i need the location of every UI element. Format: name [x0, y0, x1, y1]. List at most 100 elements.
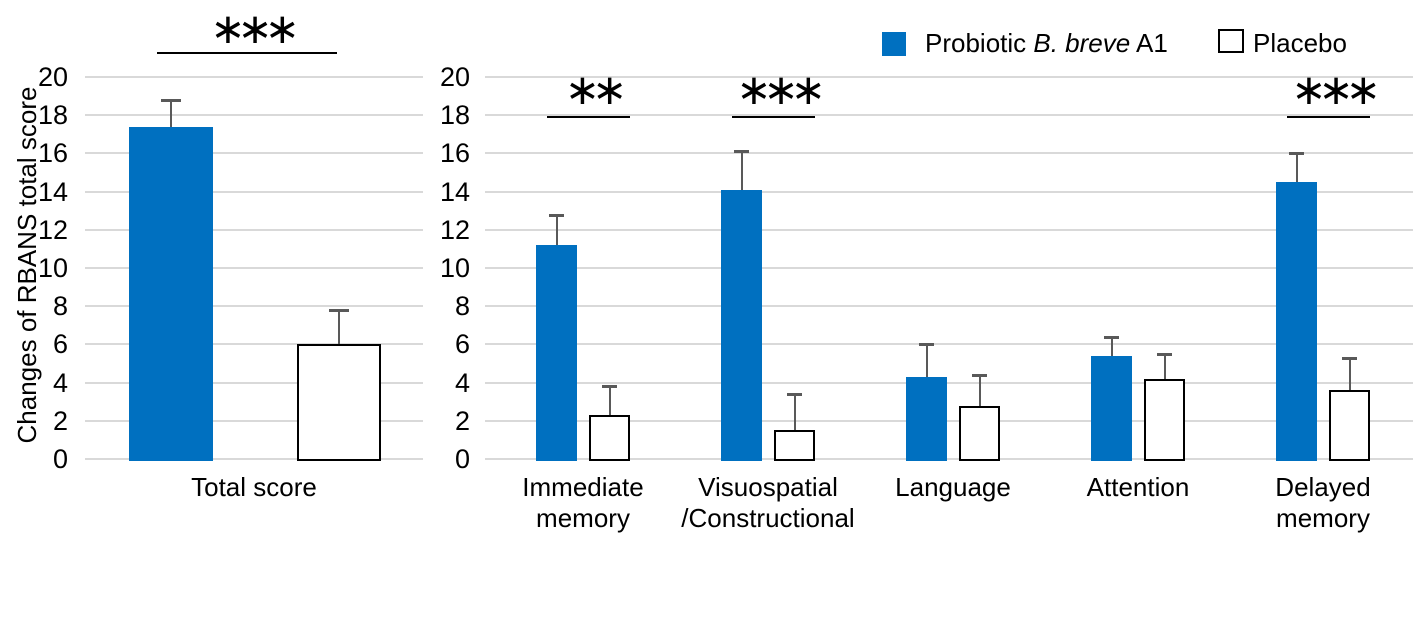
y-tick-label: 6 — [52, 329, 68, 360]
error-bar-cap — [919, 343, 934, 347]
y-tick-label: 18 — [439, 100, 470, 131]
x-category-label-line: Language — [895, 472, 1011, 502]
y-tick-label: 8 — [52, 291, 68, 322]
gridline — [485, 76, 1413, 78]
gridline — [85, 114, 423, 117]
bar-probiotic-visuospatial-constructional — [721, 189, 762, 461]
bar-probiotic-total-score — [129, 126, 213, 461]
gridline — [85, 228, 423, 231]
y-tick-label: 2 — [52, 405, 68, 436]
gridline — [485, 419, 1413, 422]
x-category-label-line: memory — [536, 503, 630, 533]
gridline — [485, 114, 1413, 117]
gridline — [485, 343, 1413, 346]
error-bar-cap — [549, 213, 564, 217]
significance-stars: ∗∗∗ — [736, 64, 826, 114]
error-bar-stem — [1348, 357, 1351, 391]
gridline — [485, 381, 1413, 384]
y-tick-label: 14 — [37, 176, 68, 207]
legend-swatch-placebo — [1218, 29, 1244, 53]
y-tick-label: 0 — [454, 444, 470, 474]
x-category-label-line: Delayed — [1275, 472, 1371, 502]
y-tick-label: 20 — [37, 62, 68, 92]
y-tick-label: 2 — [454, 405, 470, 436]
x-category-label-line: Immediate — [522, 472, 644, 502]
gridline — [85, 76, 423, 78]
y-tick-label: 18 — [37, 100, 68, 131]
bar-placebo-attention — [1144, 378, 1185, 461]
chart-legend: Probiotic B. breve A1 Placebo — [0, 0, 1425, 60]
error-bar-stem — [338, 310, 340, 345]
gridline — [85, 305, 423, 308]
gridline — [85, 419, 423, 422]
x-category-label: Delayed memory — [1213, 472, 1425, 534]
legend-label-probiotic-strain: B. breve — [1033, 28, 1131, 58]
error-bar-stem — [608, 386, 611, 416]
y-tick-label: 8 — [454, 291, 470, 322]
gridline — [485, 458, 1413, 460]
x-category-label-line: Total score — [191, 472, 317, 502]
gridline — [485, 152, 1413, 155]
error-bar-stem — [978, 374, 981, 406]
y-tick-label: 16 — [37, 138, 68, 169]
error-bar-cap — [1342, 356, 1357, 360]
significance-line — [731, 116, 815, 118]
error-bar-stem — [925, 344, 928, 377]
significance-stars: ∗∗ — [564, 64, 627, 114]
x-category-label: Total score — [144, 472, 364, 503]
bar-probiotic-delayed-memory — [1276, 182, 1317, 461]
gridline — [85, 381, 423, 384]
y-tick-label: 10 — [37, 253, 68, 283]
legend-label-placebo: Placebo — [1253, 28, 1347, 58]
bar-placebo-immediate-memory — [589, 415, 630, 461]
error-bar-cap — [1289, 152, 1304, 156]
bar-probiotic-attention — [1091, 355, 1132, 461]
y-tick-label: 4 — [454, 367, 470, 398]
bar-placebo-visuospatial-constructional — [774, 430, 815, 461]
error-bar-stem — [555, 214, 558, 246]
gridline — [85, 343, 423, 346]
error-bar-stem — [1163, 353, 1166, 379]
gridline — [85, 152, 423, 155]
y-tick-label: 4 — [52, 367, 68, 398]
error-bar-cap — [787, 393, 802, 397]
x-category-label-line: Attention — [1086, 472, 1190, 502]
bar-placebo-total-score — [297, 344, 381, 461]
error-bar-stem — [170, 99, 172, 127]
y-tick-label: 20 — [439, 62, 470, 92]
error-bar-cap — [161, 98, 181, 102]
error-bar-cap — [1157, 352, 1172, 356]
gridline — [485, 305, 1413, 308]
significance-stars: ∗∗∗ — [210, 3, 300, 53]
x-category-label-line: memory — [1276, 503, 1370, 533]
significance-line — [546, 116, 630, 118]
significance-line — [1286, 116, 1370, 118]
error-bar-stem — [1295, 153, 1298, 183]
gridline — [485, 267, 1413, 269]
y-tick-label: 14 — [439, 176, 470, 207]
legend-label-probiotic-prefix: Probiotic — [925, 28, 1034, 58]
bar-placebo-delayed-memory — [1329, 390, 1370, 461]
bar-probiotic-immediate-memory — [536, 245, 577, 461]
error-bar-cap — [734, 150, 749, 154]
y-tick-label: 6 — [454, 329, 470, 360]
gridline — [85, 190, 423, 193]
gridline — [85, 267, 423, 269]
x-category-label-line: /Constructional — [681, 503, 855, 533]
gridline — [485, 228, 1413, 231]
y-tick-label: 12 — [439, 214, 470, 245]
x-category-label: Visuospatial/Constructional — [658, 472, 878, 534]
y-tick-label: 16 — [439, 138, 470, 169]
x-category-label: Immediate memory — [473, 472, 693, 534]
legend-swatch-probiotic — [882, 32, 906, 56]
error-bar-cap — [329, 309, 349, 313]
gridline — [485, 190, 1413, 193]
legend-label-probiotic: Probiotic B. breve A1 — [925, 28, 1168, 58]
y-tick-label: 0 — [52, 444, 68, 474]
legend-label-probiotic-suffix: A1 — [1130, 28, 1168, 58]
bar-probiotic-language — [906, 376, 947, 461]
y-tick-label: 12 — [37, 214, 68, 245]
x-category-label-line: Visuospatial — [698, 472, 838, 502]
error-bar-stem — [1110, 336, 1113, 356]
